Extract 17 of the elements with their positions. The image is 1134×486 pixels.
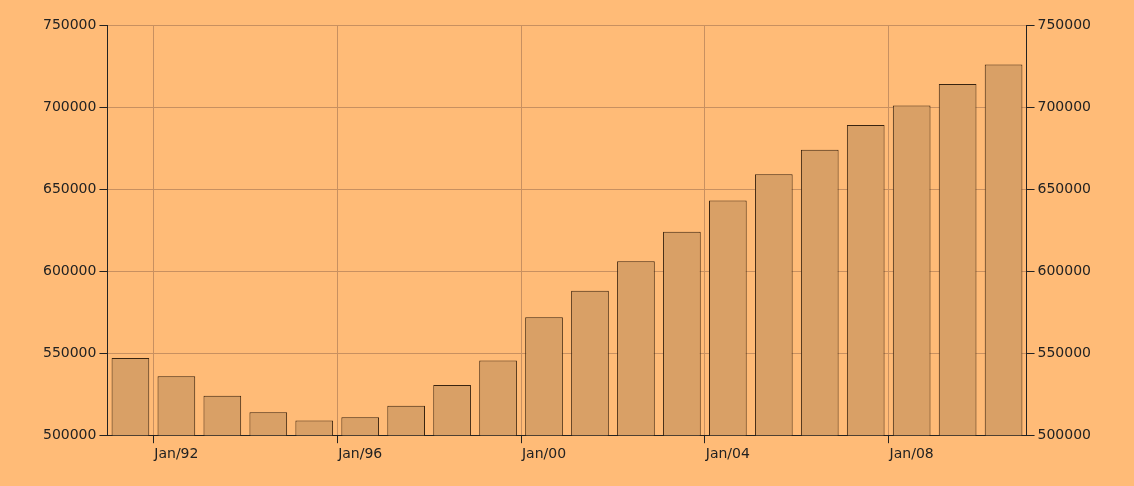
y2-tick-label: 700000	[1037, 97, 1092, 114]
y-tick-label: 650000	[42, 179, 97, 196]
x-tick-label: Jan/96	[337, 445, 383, 462]
y-tick-label: 600000	[42, 261, 97, 278]
y2-tick-label: 750000	[1037, 15, 1092, 32]
y-tick-label: 750000	[42, 15, 97, 32]
y-tick-label: 500000	[42, 425, 97, 442]
y2-tick-label: 550000	[1037, 343, 1092, 360]
x-tick-label: Jan/00	[520, 445, 567, 462]
y-tick-label: 700000	[42, 97, 97, 114]
y2-tick-label: 500000	[1037, 425, 1092, 442]
x-tick-label: Jan/92	[153, 445, 199, 462]
y2-tick-label: 600000	[1037, 261, 1092, 278]
x-tick-label: Jan/04	[704, 445, 750, 462]
x-tick-label: Jan/08	[888, 445, 934, 462]
y-tick-label: 550000	[42, 343, 97, 360]
y2-tick-label: 650000	[1037, 179, 1092, 196]
